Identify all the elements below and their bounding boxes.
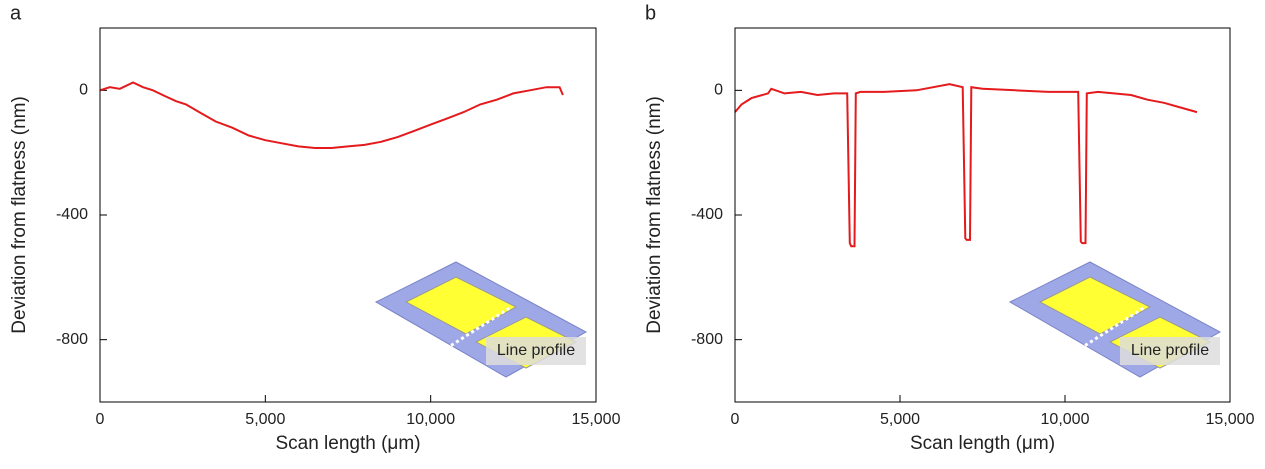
x-tick-label: 0 (731, 411, 740, 428)
y-tick-label: 0 (714, 82, 723, 99)
inset-label: Line profile (497, 342, 575, 359)
y-axis-label: Deviation from flatness (nm) (9, 96, 30, 334)
y-tick-label: -800 (691, 331, 723, 348)
plot-frame (734, 27, 1231, 403)
inset-arrow (440, 305, 512, 354)
y-tick-label: 0 (79, 82, 88, 99)
data-line (99, 81, 564, 149)
inset: Line profile (374, 261, 588, 378)
inset-label-bg (486, 337, 586, 365)
x-tick-label: 15,000 (572, 411, 621, 428)
y-tick-label: -800 (56, 331, 88, 348)
y-tick-label: -400 (56, 206, 88, 223)
data-line (734, 83, 1198, 248)
inset-pad (1038, 276, 1152, 335)
x-tick-label: 5,000 (880, 411, 920, 428)
inset-label-bg (1120, 337, 1220, 365)
y-axis-label: Deviation from flatness (nm) (644, 96, 665, 334)
x-tick-label: 15,000 (1206, 411, 1255, 428)
x-axis-label: Scan length (μm) (275, 433, 420, 454)
x-axis-label: Scan length (μm) (910, 433, 1055, 454)
plot-frame (99, 27, 597, 403)
x-tick-label: 10,000 (1041, 411, 1090, 428)
inset: Line profile (1008, 261, 1222, 378)
inset-label: Line profile (1131, 342, 1209, 359)
inset-arrow (1074, 305, 1146, 354)
inset-pad (404, 276, 518, 335)
panel-label: b (645, 2, 656, 24)
x-tick-label: 10,000 (406, 411, 455, 428)
panel-label: a (10, 2, 22, 24)
y-tick-label: -400 (691, 206, 723, 223)
x-tick-label: 0 (96, 411, 105, 428)
x-tick-label: 5,000 (245, 411, 285, 428)
